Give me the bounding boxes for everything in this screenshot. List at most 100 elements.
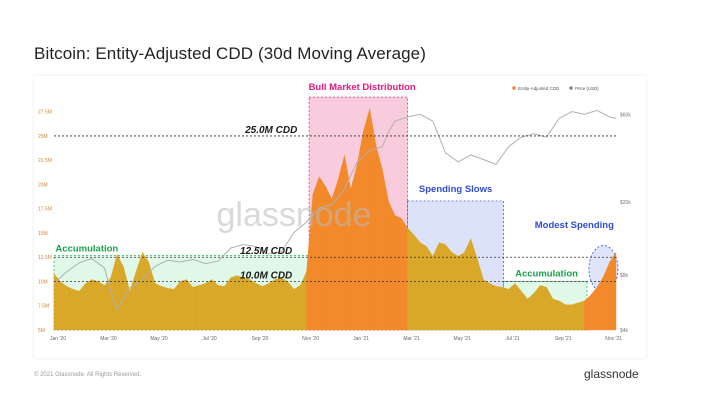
reference-line-label: 12.5M CDD [240,246,292,257]
x-tick-label: Jan '20 [50,336,66,342]
chart-panel: 5M 7.5M 10M 12.5M 15M 17.5M 20M 22.5M 25M 27.5M $4… [34,76,646,358]
zone-label: Accumulation [55,243,118,254]
y-left-tick-label: 12.5M [38,255,52,261]
x-tick-label: Nov '21 [605,336,622,342]
cdd-area-segment [464,238,471,331]
cdd-area-segment [457,252,465,331]
cdd-area-segment [451,252,459,331]
cdd-area-segment [394,215,402,331]
cdd-area-segment [281,277,288,331]
x-tick-label: May '20 [150,336,168,342]
cdd-area-segment [432,242,440,331]
y-left-tick-label: 25M [38,134,48,140]
chart-title: Bitcoin: Entity-Adjusted CDD (30d Moving… [34,44,426,63]
y-left-tick-label: 7.5M [38,304,49,310]
y-left-tick-label: 5M [38,328,45,334]
cdd-area-segment [413,234,421,331]
y-left-tick-label: 27.5M [38,110,52,116]
cdd-area-segment [287,280,295,331]
cdd-area-segment [116,254,124,331]
zone-label: Accumulation [515,269,578,280]
cdd-area-segment [161,286,168,331]
x-tick-label: Jul '20 [202,336,217,342]
cdd-area-segment [243,277,250,331]
cdd-area-segment [186,278,194,331]
cdd-area-segment [350,165,358,331]
x-tick-label: Mar '21 [403,336,420,342]
glassnode-logo: glassnode [584,367,639,381]
y-right-tick-label: $20k [620,200,631,206]
x-tick-label: Mar '20 [100,336,117,342]
cdd-area-segment [489,283,497,331]
cdd-area-segment [98,281,105,331]
zone-label: Modest Spending [535,220,614,231]
cdd-area-segment [293,285,301,331]
cdd-area-segment [584,294,591,331]
cdd-area-segment [375,145,383,331]
cdd-area-segment [388,201,396,331]
legend-swatch-price [569,86,573,90]
legend-label-price: Price [USD] [575,86,599,91]
cdd-area-segment [154,283,162,331]
cdd-area-segment [565,304,572,331]
cdd-area-segment [407,227,415,331]
cdd-area-segment [72,288,80,331]
cdd-area-segment [224,276,232,331]
cdd-area-segment [508,282,516,331]
cdd-area-segment [558,300,566,331]
cdd-area-segment [211,279,219,331]
cdd-area-segment [104,277,112,331]
x-tick-label: Sep '20 [252,336,269,342]
x-tick-label: Sep '21 [555,336,572,342]
copyright-notice: © 2021 Glassnode. All Rights Reserved. [34,372,142,378]
cdd-area-segment [255,283,263,331]
cdd-area-segment [262,283,269,331]
cdd-area-segment [533,284,541,331]
cdd-area-segment [60,281,67,331]
cdd-area-segment [230,275,238,331]
cdd-area-segment [199,283,206,331]
cdd-area-segment [173,280,181,331]
cdd-area-segment [420,242,427,331]
y-left-tick-label: 20M [38,182,48,188]
cdd-area-segment [268,279,276,331]
y-right-tick-label: $4k [620,328,629,334]
y-right-tick-label: $60k [620,112,631,118]
zone-label: Spending Slows [419,184,492,195]
cdd-area-segment [483,279,490,331]
x-tick-label: May '21 [453,336,471,342]
cdd-area-segment [426,245,434,331]
cdd-area-segment [514,282,522,331]
y-left-tick-label: 22.5M [38,158,52,164]
reference-line-label: 10.0M CDD [240,270,292,281]
price-line [53,109,617,311]
chart-svg: 5M 7.5M 10M 12.5M 15M 17.5M 20M 22.5M 25M 27.5M $4… [38,82,631,342]
cdd-area-segment [236,275,244,331]
zone-label: Bull Market Distribution [309,82,416,93]
cdd-area-segment [590,286,598,331]
cdd-area-segment [66,286,74,331]
cdd-area-segment [205,279,213,331]
x-tick-label: Nov '20 [302,336,319,342]
cdd-area-segment [438,242,446,331]
cdd-area-segment [249,279,257,331]
legend-swatch-cdd [512,86,516,90]
cdd-area-segment [502,287,509,331]
cdd-area-segment [337,155,345,331]
x-tick-label: Jul '21 [506,336,521,342]
watermark: glassnode [216,196,371,234]
reference-line-label: 25.0M CDD [244,125,297,136]
y-left-tick-label: 17.5M [38,207,52,213]
cdd-area-segment [192,285,200,331]
cdd-area-segment [85,279,93,331]
y-left-tick-label: 15M [38,231,48,237]
cdd-area-segment [180,279,187,331]
x-tick-label: Jan '21 [353,336,369,342]
y-right-tick-label: $8k [620,273,629,279]
y-left-tick-label: 10M [38,279,48,285]
cdd-area-segment [79,282,86,331]
legend-label-cdd: Entity-Adjusted CDD [518,86,560,91]
cdd-area-segment [527,292,535,331]
cdd-area-segment [540,285,547,331]
cdd-area-segment [495,286,503,331]
